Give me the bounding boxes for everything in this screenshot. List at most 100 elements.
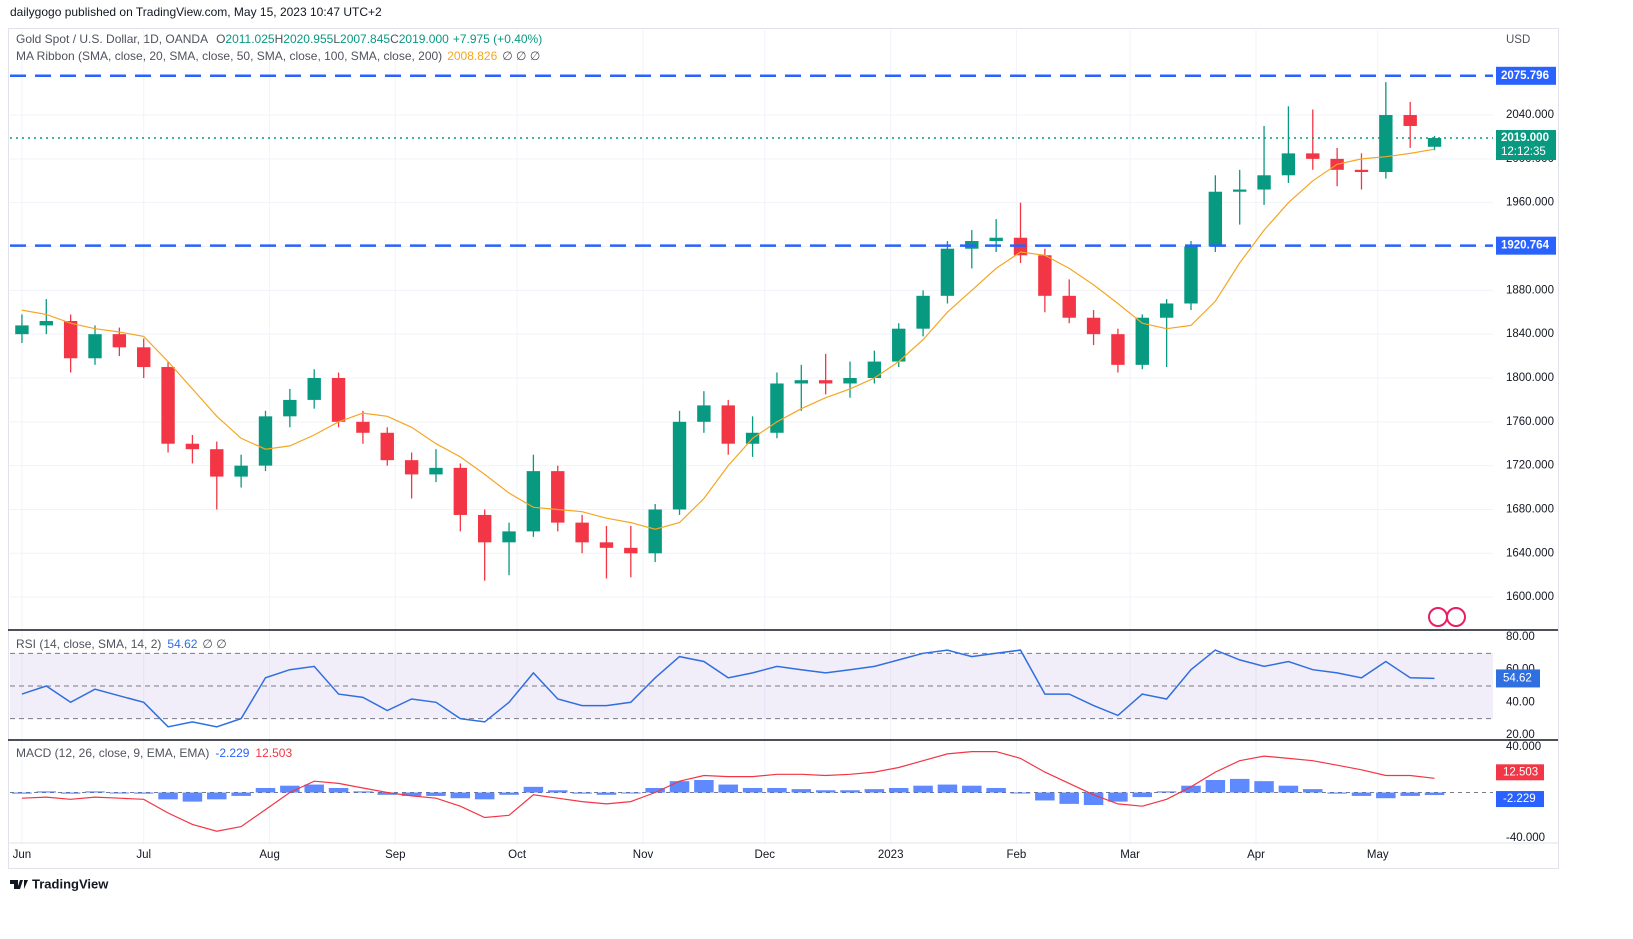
legend-key: L <box>333 32 340 46</box>
macd-histogram-bar <box>621 792 641 794</box>
legend-key: H <box>275 32 284 46</box>
macd-histogram-bar <box>742 787 763 793</box>
ma-line <box>21 148 1435 530</box>
y-tick-label: 1960.000 <box>1506 197 1554 209</box>
x-tick-label: Oct <box>508 849 527 861</box>
candle-body <box>307 377 321 400</box>
y-tick-label: 1760.000 <box>1506 416 1554 428</box>
macd-histogram-bar <box>791 789 812 793</box>
y-tick-label: 1640.000 <box>1506 547 1554 559</box>
candle-body <box>429 467 443 475</box>
legend-value: 2011.025 <box>225 32 274 46</box>
candle-body <box>1427 138 1442 147</box>
macd-histogram-bar <box>523 786 544 793</box>
candle-body <box>721 405 735 444</box>
legend-key: C <box>390 32 399 46</box>
candle-body <box>1086 317 1101 335</box>
macd-histogram-bar <box>60 792 81 794</box>
macd-value-box <box>1496 764 1544 781</box>
candle-body <box>1208 191 1223 247</box>
macd-histogram-bar <box>499 792 519 795</box>
candle-body <box>477 514 492 543</box>
level-label-box <box>1496 66 1556 85</box>
macd-histogram-bar <box>377 792 398 795</box>
macd-histogram-bar <box>36 791 57 793</box>
macd-line <box>21 751 1435 832</box>
macd-histogram-bar <box>572 792 592 794</box>
candle-body <box>867 361 882 378</box>
footer-brand: TradingView <box>32 876 109 891</box>
level-label: 2075.796 <box>1501 70 1549 82</box>
legend-value: 2007.845 <box>340 32 390 46</box>
macd-histogram-bar <box>1351 792 1372 796</box>
candle-body <box>916 295 930 329</box>
candle-body <box>15 325 29 335</box>
candle-body <box>1403 115 1417 126</box>
candle-body <box>1135 317 1149 365</box>
candle-body <box>648 509 662 554</box>
macd-histogram-bar <box>207 792 227 800</box>
macd-histogram-bar <box>694 780 714 793</box>
x-tick-label: Feb <box>1006 849 1026 861</box>
macd-histogram-bar <box>353 791 373 793</box>
macd-histogram-bar <box>328 787 349 793</box>
macd-histogram-bar <box>1205 780 1226 793</box>
macd-title: MACD (12, 26, close, 9, EMA, EMA) <box>16 746 209 760</box>
legend-key: O <box>216 32 225 46</box>
macd-histogram-bar <box>1108 792 1128 802</box>
publisher: dailygogo published on TradingView.com, … <box>10 5 382 19</box>
candle-body <box>1233 189 1247 192</box>
candle-body <box>210 449 224 477</box>
flag-icon <box>1446 607 1466 627</box>
flag-icon <box>1428 607 1448 627</box>
na-marks: ∅ ∅ <box>202 637 226 651</box>
candle-body <box>599 542 614 548</box>
candle-body <box>794 380 809 384</box>
macd-histogram-bar <box>937 784 958 793</box>
candle-body <box>526 471 541 532</box>
y-tick-label: 1600.000 <box>1506 591 1554 603</box>
candle-body <box>453 467 468 515</box>
macd-histogram-bar <box>474 792 495 800</box>
macd-histogram-bar <box>255 787 276 793</box>
rsi-legend: RSI (14, close, SMA, 14, 2) 54.62 ∅ ∅ <box>16 637 227 651</box>
macd-histogram-bar <box>645 787 665 793</box>
macd-histogram-bar <box>1059 792 1079 804</box>
ma-title: MA Ribbon (SMA, close, 20, SMA, close, 5… <box>16 49 442 63</box>
macd-histogram-bar <box>280 785 300 793</box>
macd-histogram-bar <box>1156 791 1177 793</box>
rsi-value-label: 54.62 <box>1503 672 1532 684</box>
na-marks: ∅ ∅ ∅ <box>502 49 540 63</box>
x-tick-label: Apr <box>1247 849 1265 861</box>
legend-value: 2020.955 <box>283 32 333 46</box>
macd-histogram-bar <box>718 784 738 793</box>
candle-body <box>697 405 711 422</box>
macd-histogram-bar <box>767 787 787 793</box>
macd-histogram-bar <box>962 785 982 793</box>
candle-body <box>892 328 906 362</box>
macd-histogram-bar <box>450 792 471 799</box>
macd-histogram-bar <box>986 787 1006 793</box>
x-tick-label: Mar <box>1120 849 1140 861</box>
candle-body <box>88 334 102 359</box>
macd-histogram-bar <box>85 791 105 793</box>
rsi-legend-value: 54.62 <box>167 637 197 651</box>
macd-histogram-bar <box>426 792 446 796</box>
candle-body <box>1038 255 1052 296</box>
macd-histogram-bar <box>1254 781 1274 793</box>
rsi-line <box>21 649 1435 728</box>
macd-histogram-bar <box>669 781 690 793</box>
candle-body <box>551 471 565 523</box>
x-tick-label: 2023 <box>878 849 904 861</box>
candle-body <box>1184 246 1198 304</box>
macd-histogram-bar <box>401 792 422 796</box>
x-tick-label: Aug <box>259 849 279 861</box>
y-tick-label: 1720.000 <box>1506 460 1554 472</box>
macd-legend-value: 12.503 <box>255 746 292 760</box>
macd-histogram-bar <box>1400 792 1420 796</box>
y-tick-label: 1680.000 <box>1506 504 1554 516</box>
macd-histogram-bar <box>109 792 130 794</box>
candle-body <box>843 377 857 384</box>
candle-body <box>185 443 200 450</box>
